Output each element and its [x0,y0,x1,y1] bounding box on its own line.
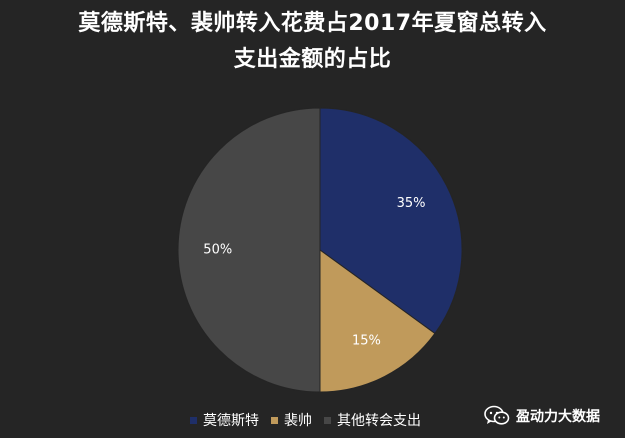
slice-label-2: 50% [203,243,232,258]
slice-label-1: 15% [352,334,381,349]
pie-slice-1 [319,249,436,393]
pie-slice-2 [177,107,321,393]
chart-title-line1: 莫德斯特、裴帅转入花费占2017年夏窗总转入 [78,11,547,36]
legend-swatch-0 [190,416,197,424]
wechat-icon [484,405,510,425]
legend-label-0: 莫德斯特 [203,413,259,429]
watermark-text: 盈动力大数据 [516,409,600,425]
legend-swatch-2 [324,416,331,424]
chart-title: 莫德斯特、裴帅转入花费占2017年夏窗总转入 支出金额的占比 [0,6,625,78]
chart-legend: 莫德斯特 裴帅 其他转会支出 [190,410,433,430]
legend-swatch-1 [271,416,278,424]
slice-label-0: 35% [397,196,426,211]
legend-label-1: 裴帅 [284,413,312,429]
watermark: 盈动力大数据 [484,405,600,427]
legend-item-0: 莫德斯特 [190,410,259,430]
legend-item-2: 其他转会支出 [324,410,421,430]
pie-slice-0 [319,107,463,335]
legend-label-2: 其他转会支出 [337,413,421,429]
legend-item-1: 裴帅 [271,410,312,430]
chart-title-line2: 支出金额的占比 [233,47,392,72]
